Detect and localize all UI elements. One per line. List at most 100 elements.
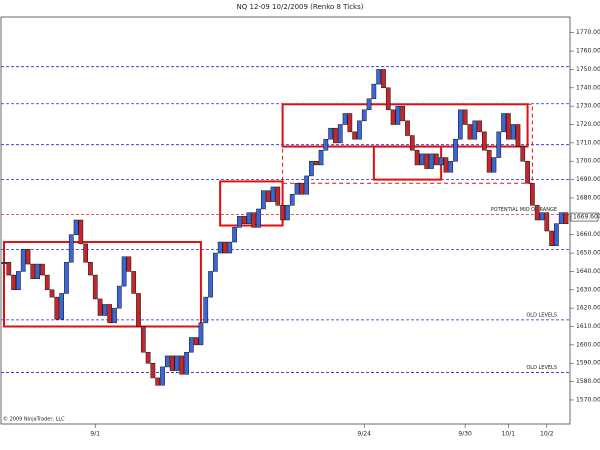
renko-brick: [342, 113, 348, 125]
renko-brick: [280, 205, 285, 221]
y-tick-label: 1720.00: [576, 121, 600, 128]
copyright: © 2009 NinjaTrader, LLC: [3, 416, 65, 423]
renko-brick: [453, 138, 458, 162]
renko-brick: [405, 120, 410, 136]
renko-brick: [145, 351, 151, 364]
renko-brick: [347, 113, 353, 133]
renko-brick: [481, 131, 487, 151]
y-tick-label: 1730.00: [576, 103, 600, 110]
renko-brick: [424, 153, 430, 169]
x-tick-label: 9/24: [358, 431, 372, 438]
renko-brick: [64, 261, 69, 294]
renko-brick: [534, 205, 540, 221]
last-price-box: [570, 212, 599, 222]
renko-brick: [299, 183, 305, 195]
renko-brick: [59, 293, 64, 320]
renko-brick: [174, 355, 180, 371]
range-box: [219, 180, 284, 227]
renko-brick: [150, 362, 156, 379]
x-tick-label: 10/1: [502, 431, 516, 438]
renko-brick: [443, 157, 449, 173]
renko-brick: [251, 212, 257, 228]
renko-brick: [438, 157, 444, 166]
renko-brick: [208, 271, 213, 298]
range-box: [282, 103, 533, 184]
renko-brick: [491, 157, 497, 173]
renko-brick: [390, 109, 396, 125]
renko-brick: [30, 263, 36, 280]
renko-brick: [352, 131, 358, 140]
y-tick-label: 1610.00: [576, 323, 600, 330]
renko-brick: [544, 212, 550, 232]
renko-brick: [506, 113, 511, 140]
renko-brick: [232, 227, 237, 243]
y-tick-label: 1580.00: [576, 378, 600, 385]
y-tick-label: 1590.00: [576, 360, 600, 367]
y-tick-label: 1710.00: [576, 139, 600, 146]
y-tick-label: 1700.00: [576, 158, 600, 165]
y-tick-label: 1570.00: [576, 396, 600, 403]
level-label: OLD LEVELS: [526, 365, 557, 371]
renko-brick: [169, 355, 175, 371]
y-tick-label: 1620.00: [576, 305, 600, 312]
renko-brick: [357, 120, 362, 140]
range-box: [3, 241, 202, 328]
renko-brick: [126, 256, 132, 272]
renko-brick: [515, 124, 521, 147]
renko-brick: [323, 138, 329, 151]
renko-brick: [313, 160, 319, 166]
last-price-label: 1669.60: [573, 214, 598, 221]
renko-brick: [304, 175, 309, 195]
renko-brick: [88, 261, 93, 276]
x-tick-label: 9/30: [458, 431, 472, 438]
renko-brick: [102, 304, 108, 316]
renko-brick: [198, 322, 204, 346]
renko-brick: [116, 285, 122, 309]
renko-brick: [212, 252, 218, 272]
renko-brick: [366, 98, 372, 111]
renko-brick: [261, 190, 266, 210]
renko-brick: [1, 261, 7, 264]
renko-brick: [409, 135, 415, 151]
renko-brick: [237, 216, 242, 228]
renko-brick: [414, 149, 420, 166]
renko-brick: [121, 256, 127, 287]
renko-brick: [188, 337, 194, 353]
renko-brick: [275, 186, 281, 206]
renko-brick: [309, 160, 314, 177]
renko-brick: [193, 337, 199, 346]
y-tick-label: 1760.00: [576, 48, 600, 55]
renko-brick: [395, 105, 401, 125]
renko-brick: [40, 263, 45, 276]
renko-brick: [217, 241, 223, 254]
renko-brick: [385, 87, 391, 111]
renko-brick: [549, 230, 554, 246]
renko-brick: [6, 261, 12, 276]
renko-brick: [448, 160, 454, 173]
level-label: OLD LEVELS: [526, 312, 557, 318]
renko-brick: [107, 304, 113, 324]
y-tick-label: 1740.00: [576, 84, 600, 91]
renko-brick: [83, 243, 89, 263]
renko-brick: [462, 109, 468, 125]
renko-brick: [501, 113, 506, 133]
renko-brick: [477, 120, 482, 133]
renko-brick: [246, 212, 252, 224]
renko-brick: [361, 109, 367, 122]
renko-brick: [294, 183, 300, 195]
renko-brick: [20, 249, 26, 272]
level-label: POTENTIAL MID OF RANGE: [491, 207, 557, 213]
renko-brick: [554, 223, 559, 246]
x-tick-label: 10/2: [540, 431, 554, 438]
renko-brick: [496, 131, 502, 158]
chart-title: NQ 12-09 10/2/2009 (Renko 8 Ticks): [237, 3, 364, 11]
renko-brick: [486, 149, 492, 173]
y-tick-label: 1680.00: [576, 194, 600, 201]
renko-brick: [472, 120, 478, 140]
x-tick-label: 9/1: [90, 431, 100, 438]
renko-brick: [256, 208, 261, 228]
renko-brick: [376, 69, 382, 85]
renko-brick: [203, 296, 209, 324]
renko-brick: [558, 212, 564, 224]
